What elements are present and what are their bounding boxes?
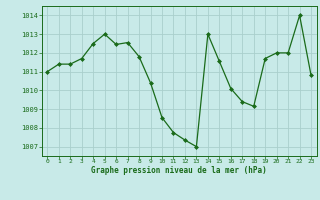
X-axis label: Graphe pression niveau de la mer (hPa): Graphe pression niveau de la mer (hPa)	[91, 166, 267, 175]
